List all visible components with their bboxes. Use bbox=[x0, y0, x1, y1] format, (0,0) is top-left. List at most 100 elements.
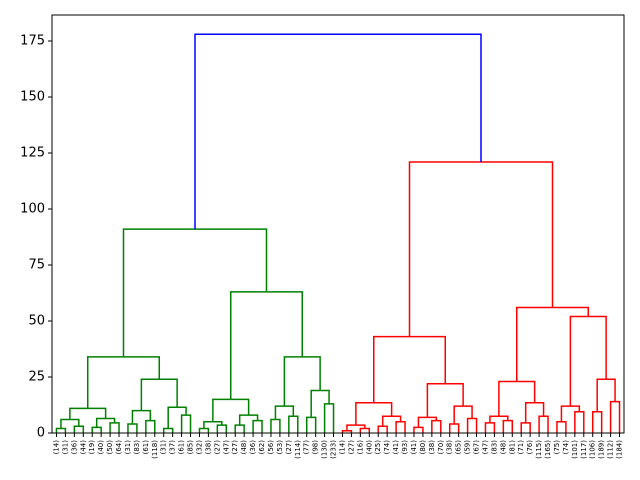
leaf-label: (70) bbox=[437, 440, 445, 455]
leaf-label: (74) bbox=[383, 440, 391, 455]
leaf-label: (44) bbox=[79, 440, 87, 455]
leaf-label: (130) bbox=[321, 440, 329, 459]
leaf-label: (38) bbox=[428, 440, 436, 455]
leaf-label: (14) bbox=[338, 440, 346, 455]
y-tick-label: 0 bbox=[37, 426, 45, 441]
leaf-label: (112) bbox=[607, 440, 615, 459]
y-tick-label: 50 bbox=[28, 313, 45, 328]
leaf-label: (114) bbox=[294, 440, 302, 459]
leaf-label: (64) bbox=[115, 440, 123, 455]
y-tick-label: 100 bbox=[20, 201, 45, 216]
link bbox=[520, 422, 531, 433]
leaf-label: (62) bbox=[258, 440, 266, 455]
link bbox=[408, 161, 554, 337]
leaf-label: (50) bbox=[106, 440, 114, 455]
leaf-label: (106) bbox=[589, 440, 597, 459]
leaf-label: (115) bbox=[535, 440, 543, 459]
link bbox=[234, 424, 245, 433]
leaf-label: (83) bbox=[133, 440, 141, 455]
y-tick-label: 150 bbox=[20, 89, 45, 104]
leaf-label: (93) bbox=[401, 440, 409, 455]
leaf-label: (65) bbox=[455, 440, 463, 455]
link bbox=[395, 421, 406, 433]
leaf-label: (32) bbox=[195, 440, 203, 455]
leaf-label: (27) bbox=[285, 440, 293, 455]
leaf-label: (80) bbox=[419, 440, 427, 455]
link bbox=[252, 419, 263, 433]
link bbox=[502, 419, 514, 433]
link bbox=[274, 405, 295, 420]
leaf-label: (31) bbox=[124, 440, 132, 455]
link bbox=[596, 378, 616, 412]
y-tick-label: 125 bbox=[20, 145, 45, 160]
leaf-label: (48) bbox=[499, 440, 507, 455]
leaf-label: (31) bbox=[61, 440, 69, 455]
leaf-label: (40) bbox=[365, 440, 373, 455]
link bbox=[216, 424, 228, 433]
link bbox=[194, 33, 482, 230]
leaf-label: (27) bbox=[231, 440, 239, 455]
leaf-label: (118) bbox=[151, 440, 159, 459]
link bbox=[560, 405, 581, 422]
link bbox=[127, 423, 138, 433]
leaf-label: (189) bbox=[598, 440, 606, 459]
leaf-label: (41) bbox=[392, 440, 400, 455]
leaf-label: (41) bbox=[410, 440, 418, 455]
link bbox=[145, 419, 156, 433]
leaf-label: (81) bbox=[508, 440, 516, 455]
link bbox=[448, 423, 460, 433]
link bbox=[73, 425, 85, 433]
link bbox=[556, 421, 567, 433]
plot-area bbox=[55, 33, 621, 433]
leaf-label: (67) bbox=[473, 440, 481, 455]
leaf-label: (76) bbox=[526, 440, 534, 455]
link bbox=[569, 315, 607, 407]
link bbox=[355, 402, 393, 426]
link bbox=[413, 426, 424, 433]
link bbox=[198, 427, 210, 433]
leaf-label: (31) bbox=[160, 440, 168, 455]
leaf-label: (184) bbox=[616, 440, 624, 459]
y-tick-label: 175 bbox=[20, 33, 45, 48]
link bbox=[212, 398, 250, 422]
leaf-label: (25) bbox=[374, 440, 382, 455]
link bbox=[484, 422, 496, 433]
leaf-label: (14) bbox=[52, 440, 60, 455]
link bbox=[91, 426, 102, 433]
leaf-label: (98) bbox=[312, 440, 320, 455]
link bbox=[453, 405, 473, 425]
link bbox=[524, 402, 545, 423]
link bbox=[341, 430, 353, 433]
link bbox=[140, 378, 178, 411]
leaf-label: (61) bbox=[142, 440, 150, 455]
y-tick-label: 25 bbox=[28, 369, 45, 384]
leaf-label: (74) bbox=[562, 440, 570, 455]
leaf-label: (40) bbox=[97, 440, 105, 455]
link bbox=[109, 422, 120, 433]
leaf-label: (48) bbox=[240, 440, 248, 455]
leaf-label: (117) bbox=[580, 440, 588, 459]
link bbox=[323, 403, 335, 433]
leaf-label: (61) bbox=[178, 440, 186, 455]
leaf-label: (36) bbox=[249, 440, 257, 455]
link bbox=[203, 421, 223, 429]
leaf-label: (27) bbox=[213, 440, 221, 455]
leaf-label: (77) bbox=[303, 440, 311, 455]
leaf-label: (71) bbox=[517, 440, 525, 455]
leaf-label: (16) bbox=[356, 440, 364, 455]
link bbox=[230, 291, 303, 400]
leaf-label: (38) bbox=[446, 440, 454, 455]
link bbox=[346, 424, 366, 431]
link bbox=[55, 427, 67, 433]
leaf-label: (233) bbox=[330, 440, 338, 459]
leaf-label: (101) bbox=[571, 440, 579, 459]
link bbox=[431, 419, 442, 433]
leaf-label: (165) bbox=[544, 440, 552, 459]
leaf-label: (83) bbox=[490, 440, 498, 455]
leaf-label: (47) bbox=[481, 440, 489, 455]
link bbox=[609, 400, 621, 433]
leaf-label: (36) bbox=[70, 440, 78, 455]
axes-frame bbox=[51, 14, 625, 434]
leaf-label: (27) bbox=[347, 440, 355, 455]
